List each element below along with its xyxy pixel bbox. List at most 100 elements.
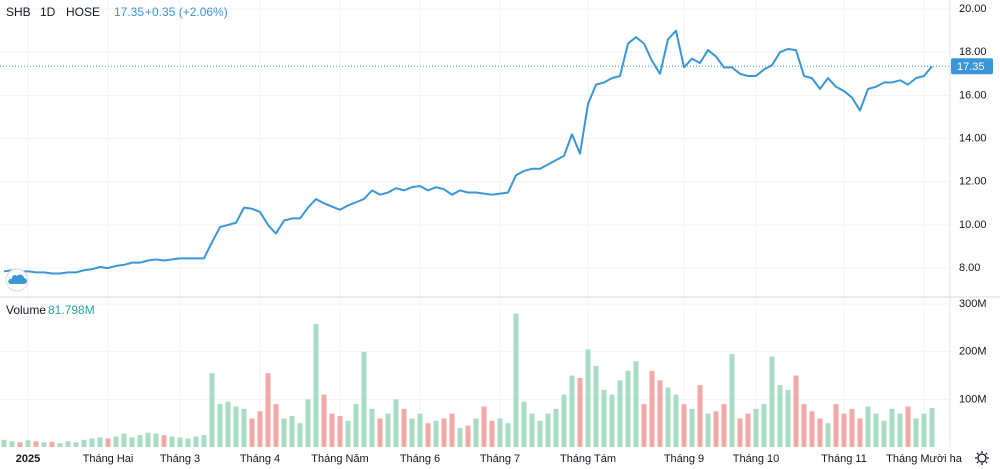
volume-bar bbox=[289, 416, 295, 447]
volume-bar bbox=[913, 418, 919, 447]
x-tick-label: 2025 bbox=[16, 453, 40, 465]
volume-bar bbox=[873, 413, 879, 447]
volume-bar bbox=[225, 401, 231, 447]
volume-bar bbox=[657, 380, 663, 447]
volume-bar bbox=[41, 442, 47, 447]
x-tick-label: Tháng 4 bbox=[240, 453, 280, 465]
y-tick-label: 8.00 bbox=[959, 262, 980, 274]
volume-bar bbox=[737, 418, 743, 447]
x-tick-label: Tháng Năm bbox=[311, 453, 368, 465]
volume-bar bbox=[257, 411, 263, 447]
volume-bar bbox=[617, 380, 623, 447]
volume-bar bbox=[209, 373, 215, 447]
volume-bar bbox=[537, 420, 543, 447]
exchange: HOSE bbox=[66, 5, 100, 19]
y-tick-label: 18.00 bbox=[959, 46, 987, 58]
volume-bar bbox=[17, 442, 23, 447]
volume-bar bbox=[377, 418, 383, 447]
volume-bar bbox=[833, 404, 839, 447]
y-tick-label: 12.00 bbox=[959, 176, 987, 188]
volume-bar bbox=[281, 418, 287, 447]
volume-bar bbox=[681, 404, 687, 447]
volume-bar bbox=[65, 441, 71, 447]
volume-bar bbox=[113, 436, 119, 447]
volume-bar bbox=[265, 373, 271, 447]
volume-bar bbox=[385, 413, 391, 447]
volume-bar bbox=[921, 413, 927, 447]
volume-bar bbox=[73, 442, 79, 447]
volume-bar bbox=[497, 418, 503, 447]
volume-bar bbox=[577, 377, 583, 447]
volume-bar bbox=[801, 404, 807, 447]
y-tick-label: 300M bbox=[959, 298, 987, 310]
volume-bar bbox=[441, 418, 447, 447]
volume-bar bbox=[529, 413, 535, 447]
volume-bar bbox=[369, 408, 375, 447]
volume-bar bbox=[137, 435, 143, 447]
volume-bar bbox=[665, 387, 671, 447]
volume-bar bbox=[825, 423, 831, 447]
x-tick-label: Tháng Mười ha bbox=[886, 453, 963, 465]
volume-bar bbox=[273, 404, 279, 447]
x-tick-label: Tháng 3 bbox=[160, 453, 200, 465]
volume-bar bbox=[25, 440, 31, 447]
volume-bar bbox=[673, 394, 679, 447]
settings-icon[interactable] bbox=[975, 451, 989, 465]
volume-bar bbox=[305, 399, 311, 447]
y-tick-label: 20.00 bbox=[959, 3, 987, 15]
volume-bar bbox=[145, 432, 151, 447]
volume-bar bbox=[609, 394, 615, 447]
volume-bar bbox=[753, 408, 759, 447]
volume-bar bbox=[337, 416, 343, 447]
x-tick-label: Tháng Tám bbox=[560, 453, 616, 465]
volume-bar bbox=[585, 349, 591, 447]
last-price: 17.35 bbox=[114, 5, 144, 19]
volume-bar bbox=[697, 385, 703, 447]
volume-bar bbox=[521, 401, 527, 447]
price-line bbox=[3, 29, 933, 275]
volume-bar bbox=[641, 404, 647, 447]
y-tick-label: 16.00 bbox=[959, 89, 987, 101]
volume-bar bbox=[321, 394, 327, 447]
logo bbox=[5, 268, 29, 292]
volume-bar bbox=[185, 438, 191, 447]
volume-bar bbox=[449, 413, 455, 447]
volume-bar bbox=[897, 413, 903, 447]
volume-bar bbox=[249, 418, 255, 447]
volume-bar bbox=[785, 389, 791, 447]
volume-bar bbox=[169, 436, 175, 447]
volume-bar bbox=[81, 439, 87, 447]
volume-bar bbox=[625, 370, 631, 447]
volume-bar bbox=[329, 413, 335, 447]
x-tick-label: Tháng 9 bbox=[664, 453, 704, 465]
volume-label: Volume bbox=[6, 303, 46, 317]
volume-bar bbox=[353, 404, 359, 447]
volume-bar bbox=[793, 375, 799, 447]
last-price-label: 17.35 bbox=[957, 61, 985, 73]
volume-bar bbox=[865, 406, 871, 447]
volume-bar bbox=[57, 443, 63, 447]
volume-bar bbox=[401, 408, 407, 447]
volume-bar bbox=[129, 437, 135, 447]
volume-bar bbox=[777, 385, 783, 447]
volume-bar bbox=[97, 437, 103, 447]
volume-bar bbox=[889, 408, 895, 447]
volume-value: 81.798M bbox=[48, 303, 95, 317]
volume-bar bbox=[121, 433, 127, 447]
volume-bar bbox=[905, 406, 911, 447]
last-price-marker bbox=[951, 58, 993, 75]
volume-bar bbox=[841, 413, 847, 447]
x-tick-label: Tháng 7 bbox=[480, 453, 520, 465]
volume-bar bbox=[481, 406, 487, 447]
volume-bar bbox=[161, 435, 167, 447]
volume-bar bbox=[593, 366, 599, 447]
volume-bar bbox=[457, 427, 463, 447]
volume-bar bbox=[705, 413, 711, 447]
volume-bar bbox=[201, 435, 207, 447]
volume-bar bbox=[505, 423, 511, 447]
volume-bar bbox=[425, 423, 431, 447]
y-tick-label: 200M bbox=[959, 346, 987, 358]
volume-bar bbox=[233, 406, 239, 447]
volume-bar bbox=[241, 408, 247, 447]
